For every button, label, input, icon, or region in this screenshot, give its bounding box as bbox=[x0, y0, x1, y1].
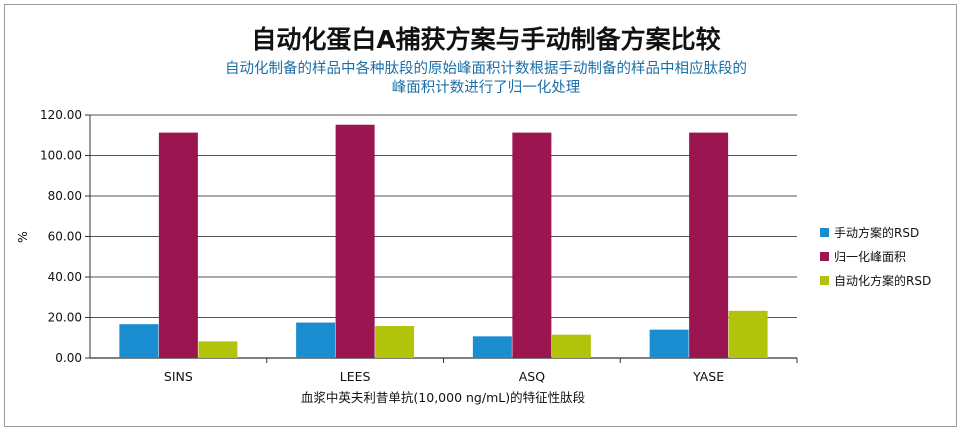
bar bbox=[551, 334, 591, 358]
legend-swatch bbox=[820, 228, 829, 237]
bar bbox=[689, 132, 729, 358]
legend-swatch bbox=[820, 252, 829, 261]
bar bbox=[158, 132, 198, 358]
x-category-label: SINS bbox=[164, 369, 193, 384]
x-axis-label: 血浆中英夫利昔单抗(10,000 ng/mL)的特征性肽段 bbox=[301, 390, 585, 405]
bar bbox=[198, 341, 238, 358]
y-tick-label: 100.00 bbox=[40, 149, 82, 163]
bar bbox=[119, 324, 159, 358]
y-tick-label: 60.00 bbox=[48, 230, 82, 244]
legend-label: 归一化峰面积 bbox=[834, 250, 906, 264]
bar bbox=[512, 132, 552, 358]
legend-swatch bbox=[820, 276, 829, 285]
chart-subtitle-line-1: 自动化制备的样品中各种肽段的原始峰面积计数根据手动制备的样品中相应肽段的 bbox=[225, 59, 747, 77]
x-category-label: ASQ bbox=[519, 369, 545, 384]
chart-subtitle-line-2: 峰面积计数进行了归一化处理 bbox=[392, 79, 581, 96]
bar bbox=[728, 310, 768, 358]
bars bbox=[119, 124, 768, 358]
x-category-label: YASE bbox=[692, 369, 724, 384]
y-tick-label: 80.00 bbox=[48, 189, 82, 203]
y-tick-label: 20.00 bbox=[48, 311, 82, 325]
chart-title: 自动化蛋白A捕获方案与手动制备方案比较 bbox=[251, 25, 720, 54]
bar bbox=[335, 124, 375, 358]
bar bbox=[296, 322, 336, 358]
bar bbox=[649, 329, 689, 358]
y-tick-label: 40.00 bbox=[48, 270, 82, 284]
x-category-label: LEES bbox=[340, 369, 371, 384]
legend-label: 手动方案的RSD bbox=[834, 225, 919, 240]
bar bbox=[472, 336, 512, 358]
bar bbox=[375, 326, 415, 358]
y-axis-label: % bbox=[15, 231, 30, 243]
y-tick-label: 120.00 bbox=[40, 108, 82, 122]
y-axis-ticks: 0.00 20.00 40.00 60.00 80.00 100.00 120.00 bbox=[40, 108, 82, 365]
y-tick-label: 0.00 bbox=[55, 351, 82, 365]
legend-label: 自动化方案的RSD bbox=[834, 273, 931, 288]
x-axis-categories: SINS LEES ASQ YASE bbox=[164, 369, 724, 384]
